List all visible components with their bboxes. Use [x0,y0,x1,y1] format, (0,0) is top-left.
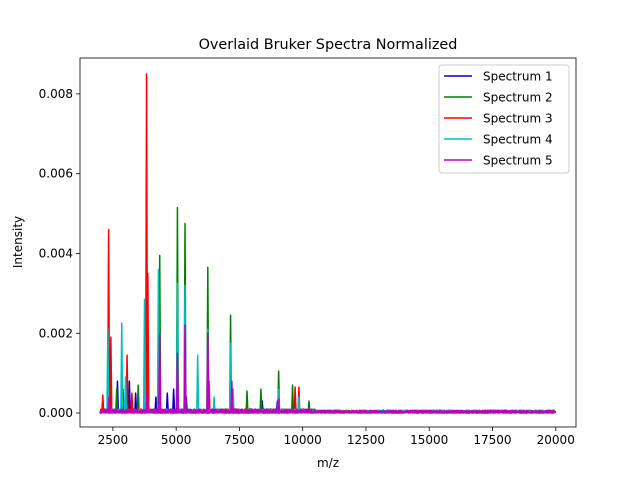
spectrum-5-line [99,324,556,414]
legend-box [438,64,570,174]
x-tick-label: 2500 [98,433,129,447]
y-tick-label: 0.008 [39,87,73,101]
y-tick-label: 0.004 [39,246,73,260]
legend-label-spectrum-5: Spectrum 5 [483,154,553,168]
y-axis-label: Intensity [11,216,25,268]
plot-frame [79,57,577,428]
x-axis: 2500 5000 7500 10000 12500 15000 17500 20000 [98,427,575,447]
legend-label-spectrum-2: Spectrum 2 [483,91,553,105]
legend-label-spectrum-4: Spectrum 4 [483,133,553,147]
y-axis: 0.000 0.002 0.004 0.006 0.008 [39,87,80,420]
x-tick-label: 12500 [347,433,385,447]
x-tick-label: 17500 [473,433,511,447]
chart-title: Overlaid Bruker Spectra Normalized [199,37,458,53]
legend: Spectrum 1 Spectrum 2 Spectrum 3 Spectrum 4… [438,64,570,174]
x-tick-label: 15000 [410,433,448,447]
series-layer [99,73,556,414]
x-tick-label: 20000 [537,433,575,447]
x-tick-label: 10000 [284,433,322,447]
legend-label-spectrum-3: Spectrum 3 [483,112,553,126]
x-axis-label: m/z [317,456,339,470]
plot-area [99,73,556,414]
y-tick-label: 0.002 [39,326,73,340]
x-tick-label: 7500 [224,433,255,447]
y-tick-label: 0.000 [39,406,73,420]
y-tick-label: 0.006 [39,167,73,181]
legend-label-spectrum-1: Spectrum 1 [483,70,553,84]
x-tick-label: 5000 [161,433,192,447]
